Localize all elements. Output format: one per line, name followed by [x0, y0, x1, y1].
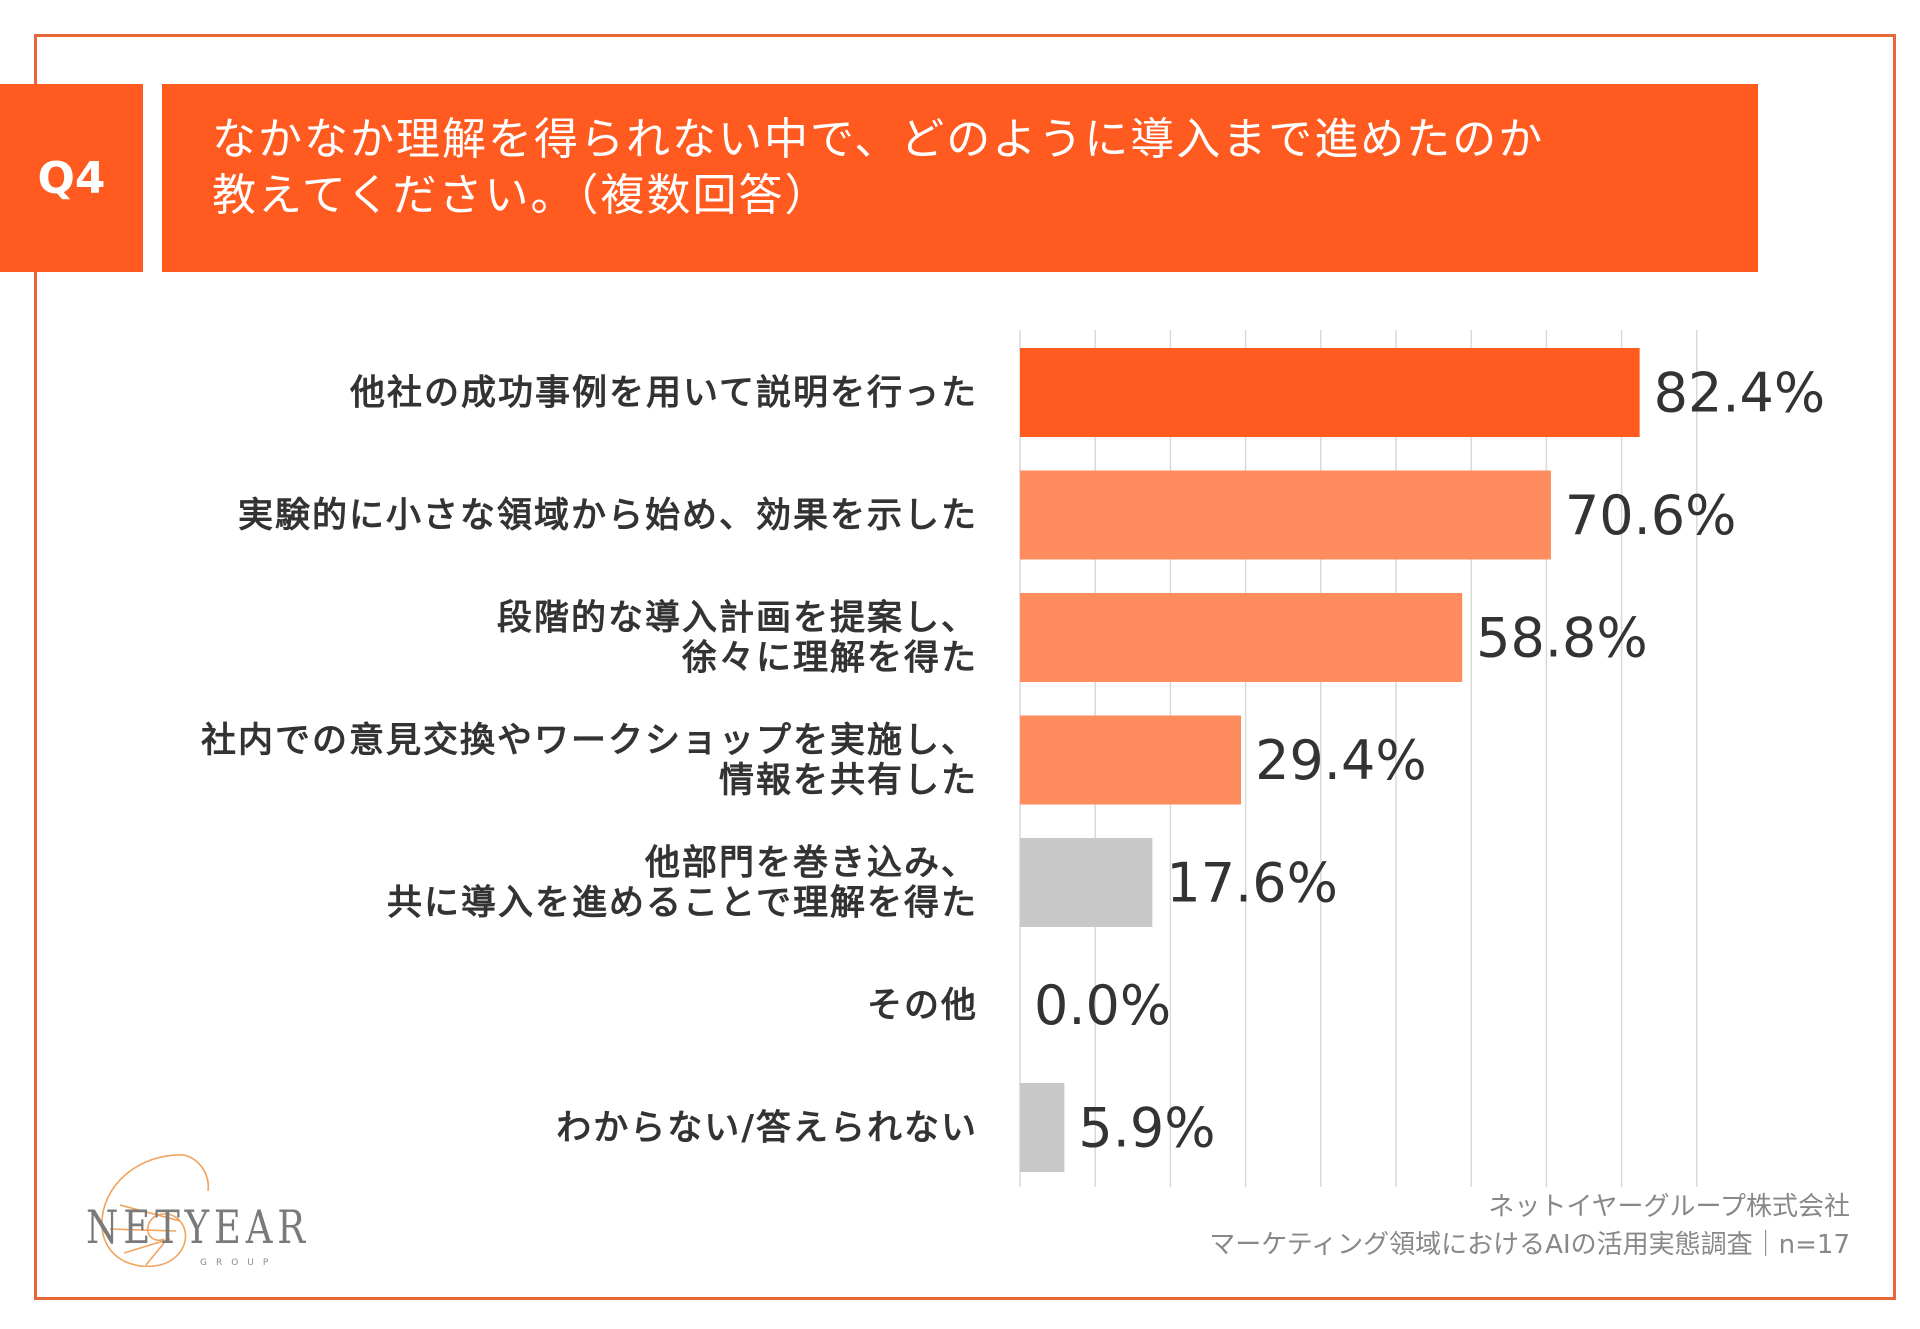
bar	[1020, 348, 1640, 437]
bar	[1020, 715, 1242, 805]
category-label: 社内での意見交換やワークショップを実施し、	[201, 720, 978, 761]
value-label: 5.9%	[1078, 1097, 1215, 1160]
bar	[1020, 838, 1153, 927]
logo-wordmark: NETYEAR	[86, 1200, 310, 1254]
question-label: Q4	[37, 152, 106, 204]
footer-source: ネットイヤーグループ株式会社 マーケティング領域におけるAIの活用実態調査｜n=…	[1209, 1188, 1850, 1264]
question-badge: Q4	[0, 84, 143, 272]
category-label: 他社の成功事例を用いて説明を行った	[349, 374, 978, 414]
bar	[1020, 470, 1551, 560]
question-title-box: なかなか理解を得られない中で、どのように導入まで進めたのか 教えてください。（複…	[162, 84, 1758, 272]
footer-company: ネットイヤーグループ株式会社	[1488, 1192, 1850, 1222]
value-label: 29.4%	[1255, 729, 1427, 792]
category-label: 他部門を巻き込み、	[644, 844, 978, 884]
value-label: 70.6%	[1565, 484, 1737, 547]
value-label: 0.0%	[1034, 974, 1171, 1037]
category-label: 徐々に理解を得た	[681, 639, 978, 679]
content-frame	[34, 34, 1896, 1300]
value-label: 17.6%	[1166, 852, 1338, 915]
category-label: 段階的な導入計画を提案し、	[497, 598, 978, 639]
category-label: わからない/答えられない	[556, 1109, 978, 1149]
question-title-line-2: 教えてください。（複数回答）	[212, 170, 831, 221]
netyear-logo: NETYEAR GROUP	[86, 1154, 310, 1268]
category-label: 情報を共有した	[719, 761, 978, 801]
question-title-line-1: なかなか理解を得られない中で、どのように導入まで進めたのか	[212, 114, 1545, 165]
value-label: 58.8%	[1476, 607, 1648, 670]
logo-subtext: GROUP	[200, 1258, 277, 1268]
bar	[1020, 1083, 1065, 1172]
value-label: 82.4%	[1654, 362, 1826, 425]
category-label: その他	[867, 986, 978, 1026]
bar	[1020, 593, 1463, 682]
category-label: 実験的に小さな領域から始め、効果を示した	[238, 495, 978, 536]
nautilus-spiral-icon	[101, 1154, 209, 1268]
category-label: 共に導入を進めることで理解を得た	[387, 884, 978, 924]
footer-survey: マーケティング領域におけるAIの活用実態調査｜n=17	[1209, 1230, 1850, 1260]
